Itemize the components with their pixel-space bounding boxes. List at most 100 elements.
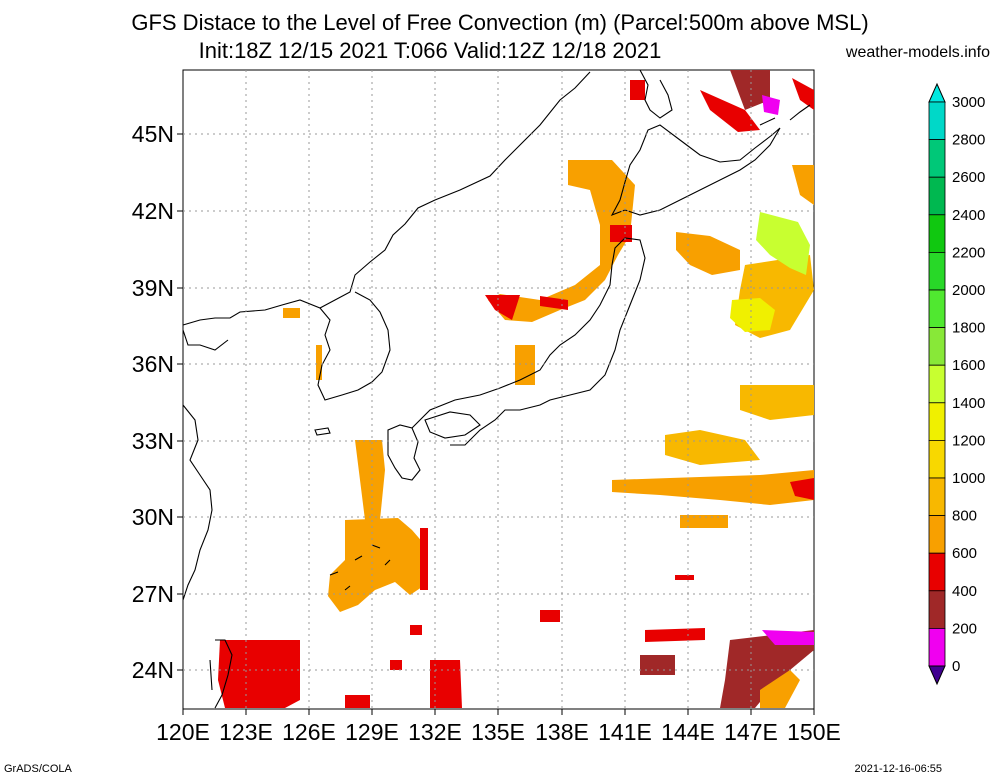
map-subtitle: Init:18Z 12/15 2021 T:066 Valid:12Z 12/1… [198, 38, 662, 63]
colorbar-top-arrow [928, 82, 946, 103]
field-honshu-east [676, 232, 740, 275]
colorbar-swatch [928, 364, 946, 404]
lat-label-24: 24N [132, 657, 174, 683]
coast-hokkaido [610, 124, 781, 217]
field-korea-west [283, 308, 322, 380]
lon-label-123: 123E [219, 719, 273, 745]
field-mid-red [645, 628, 705, 642]
lon-label-147: 147E [724, 719, 778, 745]
colorbar-swatch [928, 628, 946, 667]
lon-label-129: 129E [345, 719, 399, 745]
field-sea-of-japan-middle [515, 345, 535, 385]
coast-ryukyu [329, 544, 391, 591]
field-north-red-right [792, 78, 814, 110]
map-title: GFS Distace to the Level of Free Convect… [131, 10, 869, 35]
graticule [183, 70, 814, 709]
field-southeast-orange [760, 670, 800, 708]
coast-korea [317, 291, 391, 401]
lat-label-39: 39N [132, 275, 174, 301]
footer-timestamp: 2021-12-16-06:55 [854, 763, 942, 775]
coastlines [182, 69, 811, 709]
field-east-red [790, 478, 814, 500]
site-credit[interactable]: weather-models.info [845, 44, 990, 61]
colorbar-label: 1800 [952, 320, 985, 337]
lon-label-135: 135E [471, 719, 525, 745]
lon-label-150: 150E [787, 719, 841, 745]
coast-china-east [182, 404, 213, 601]
coast-kyushu [387, 424, 421, 481]
coast-taiwan [209, 639, 233, 709]
colorbar-bottom-arrow [928, 665, 946, 686]
coast-china-bohai [182, 329, 229, 351]
colorbar-label: 1400 [952, 395, 985, 412]
field-north-magenta [762, 95, 780, 115]
lon-label-144: 144E [661, 719, 715, 745]
colorbar-swatch [928, 477, 946, 516]
colorbar-swatch [928, 552, 946, 592]
colorbar-label: 3000 [952, 94, 985, 111]
field-taiwan-red [218, 640, 300, 708]
coast-asia-mainland [182, 71, 591, 326]
field-southeast-maroon [720, 630, 814, 708]
lat-label-36: 36N [132, 351, 174, 377]
lat-label-30: 30N [132, 504, 174, 530]
colorbar-swatch [928, 289, 946, 328]
field-pacific-mid [680, 515, 728, 528]
field-east-china-sea [328, 518, 425, 612]
field-okinawa-red [430, 660, 462, 708]
field-pacific-east-4 [665, 430, 760, 465]
field-green-patch [756, 212, 810, 275]
field-north-maroon [730, 70, 770, 110]
coast-shikoku [424, 411, 481, 439]
lat-label-45: 45N [132, 121, 174, 147]
colorbar-swatch [928, 515, 946, 554]
axis-ticks [177, 133, 815, 715]
colorbar-swatch [928, 327, 946, 366]
colorbar-label: 2600 [952, 169, 985, 186]
coast-honshu [411, 237, 646, 446]
colorbar-label: 200 [952, 620, 977, 637]
field-hokkaido-east [792, 165, 814, 205]
colorbar-swatch [928, 101, 946, 140]
field-southeast-magenta [762, 630, 814, 645]
coast-kurils [759, 104, 811, 126]
colorbar-label: 1600 [952, 357, 985, 374]
colorbar-swatch [928, 402, 946, 441]
lon-label-120: 120E [156, 719, 210, 745]
colorbar-label: 2000 [952, 282, 985, 299]
field-honshu-red [485, 295, 568, 320]
lon-label-126: 126E [282, 719, 336, 745]
colorbar-label: 2200 [952, 244, 985, 261]
lat-label-33: 33N [132, 428, 174, 454]
colorbar-label: 1200 [952, 432, 985, 449]
colorbar-label: 600 [952, 545, 977, 562]
field-yellow-patch [730, 298, 775, 332]
coast-jeju [314, 427, 331, 436]
colorbar-swatch [928, 439, 946, 479]
field-tsugaru-red [610, 80, 645, 242]
colorbar-swatch [928, 214, 946, 253]
colorbar-label: 800 [952, 508, 977, 525]
field-pacific-east-2 [740, 385, 814, 420]
colorbar-label: 0 [952, 658, 960, 675]
lat-label-42: 42N [132, 198, 174, 224]
colorbar-swatch [928, 590, 946, 629]
colorbar-label: 400 [952, 583, 977, 600]
colorbar-swatch [928, 176, 946, 216]
field-kyushu-west [355, 440, 385, 520]
lon-label-132: 132E [408, 719, 462, 745]
field-mid-maroon [640, 655, 675, 675]
colorbar-label: 1000 [952, 470, 985, 487]
field-pacific-east-3 [612, 470, 814, 505]
footer-software: GrADS/COLA [4, 763, 72, 775]
field-hokkaido-north-red [700, 90, 760, 132]
coast-sakhalin [639, 69, 673, 119]
colorbar-label: 2400 [952, 207, 985, 224]
lon-label-138: 138E [535, 719, 589, 745]
colorbar-swatch [928, 251, 946, 291]
lat-label-27: 27N [132, 581, 174, 607]
colorbar: 3000280026002400220020001800160014001200… [928, 82, 985, 686]
lon-label-141: 141E [598, 719, 652, 745]
colorbar-swatch [928, 139, 946, 178]
